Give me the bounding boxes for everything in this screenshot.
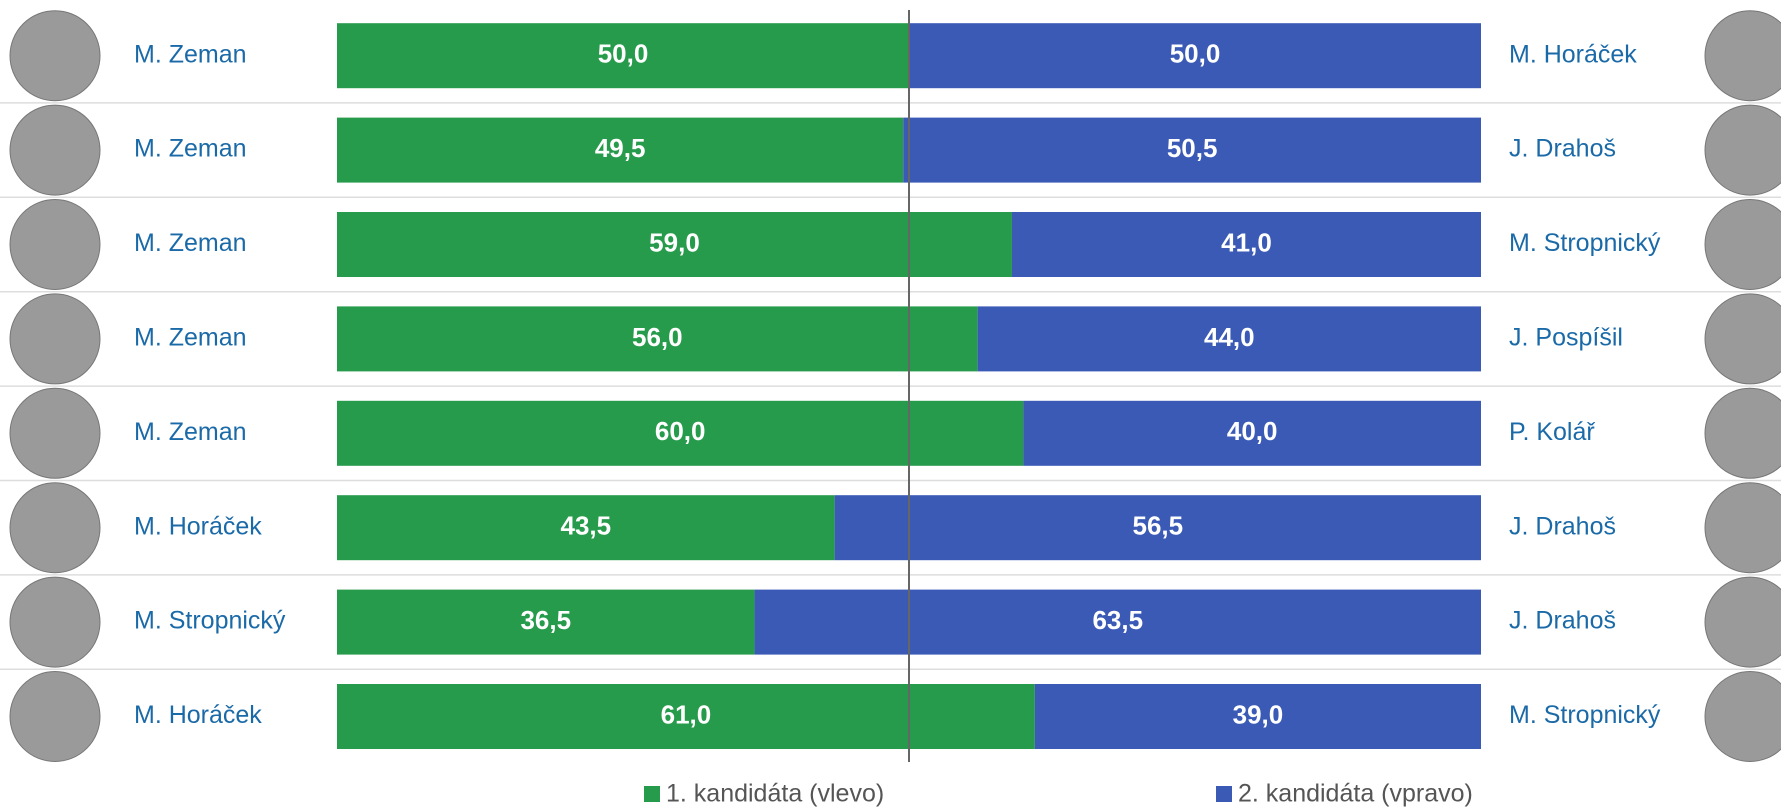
right-name: P. Kolář <box>1509 418 1595 446</box>
bar <box>337 589 755 655</box>
value-label: 49,5 <box>595 133 646 163</box>
photo-left <box>9 576 101 668</box>
left-name: M. Zeman <box>134 418 247 446</box>
right-name: J. Drahoš <box>1509 607 1616 635</box>
photo-left <box>9 199 101 290</box>
right-name: J. Pospíšil <box>1509 324 1623 352</box>
left-name: M. Horáček <box>134 512 262 540</box>
photo-right <box>1704 482 1781 574</box>
photo-left <box>9 104 101 196</box>
right-name: J. Drahoš <box>1509 135 1616 163</box>
bar <box>903 117 1481 183</box>
value-label: 50,5 <box>1167 133 1218 163</box>
right-name: M. Stropnický <box>1509 701 1661 729</box>
bar <box>337 23 909 89</box>
left-name: M. Horáček <box>134 701 262 729</box>
photo-left <box>9 387 101 479</box>
right-name: M. Horáček <box>1509 40 1637 68</box>
bar <box>337 117 904 183</box>
legend-label: 1. kandidáta (vlevo) <box>666 780 884 808</box>
value-label: 50,0 <box>1170 39 1221 69</box>
photo-left <box>9 293 101 385</box>
bar <box>1034 684 1481 749</box>
photo-right <box>1704 199 1781 290</box>
bar <box>337 306 978 372</box>
bar <box>977 306 1481 372</box>
legend-swatch <box>644 786 660 802</box>
value-label: 36,5 <box>520 605 571 635</box>
left-name: M. Zeman <box>134 40 247 68</box>
value-label: 60,0 <box>655 416 706 446</box>
value-label: 41,0 <box>1221 227 1272 257</box>
value-label: 56,5 <box>1133 511 1184 541</box>
bar <box>337 212 1012 277</box>
value-label: 40,0 <box>1227 416 1278 446</box>
left-name: M. Zeman <box>134 324 247 352</box>
photo-right <box>1704 387 1781 479</box>
left-name: M. Stropnický <box>134 607 286 635</box>
value-label: 50,0 <box>598 39 649 69</box>
legend-label: 2. kandidáta (vpravo) <box>1238 780 1473 808</box>
legend-swatch <box>1216 786 1232 802</box>
photo-left <box>9 671 101 762</box>
right-name: J. Drahoš <box>1509 512 1616 540</box>
right-name: M. Stropnický <box>1509 229 1661 257</box>
value-label: 59,0 <box>649 227 700 257</box>
photo-left <box>9 10 101 102</box>
bar <box>337 495 835 561</box>
bar <box>909 23 1481 89</box>
bar <box>1011 212 1481 277</box>
photo-right <box>1704 293 1781 385</box>
value-label: 39,0 <box>1233 699 1284 729</box>
photo-right <box>1704 10 1781 102</box>
photo-right <box>1704 576 1781 668</box>
left-name: M. Zeman <box>134 135 247 163</box>
bar <box>1023 400 1481 466</box>
photo-left <box>9 482 101 574</box>
value-label: 63,5 <box>1092 605 1143 635</box>
left-name: M. Zeman <box>134 229 247 257</box>
value-label: 61,0 <box>661 699 712 729</box>
photo-right <box>1704 104 1781 196</box>
bar <box>754 589 1481 655</box>
bar <box>834 495 1481 561</box>
value-label: 56,0 <box>632 322 683 352</box>
value-label: 44,0 <box>1204 322 1255 352</box>
bar <box>337 684 1035 749</box>
value-label: 43,5 <box>561 511 612 541</box>
photo-right <box>1704 671 1781 762</box>
